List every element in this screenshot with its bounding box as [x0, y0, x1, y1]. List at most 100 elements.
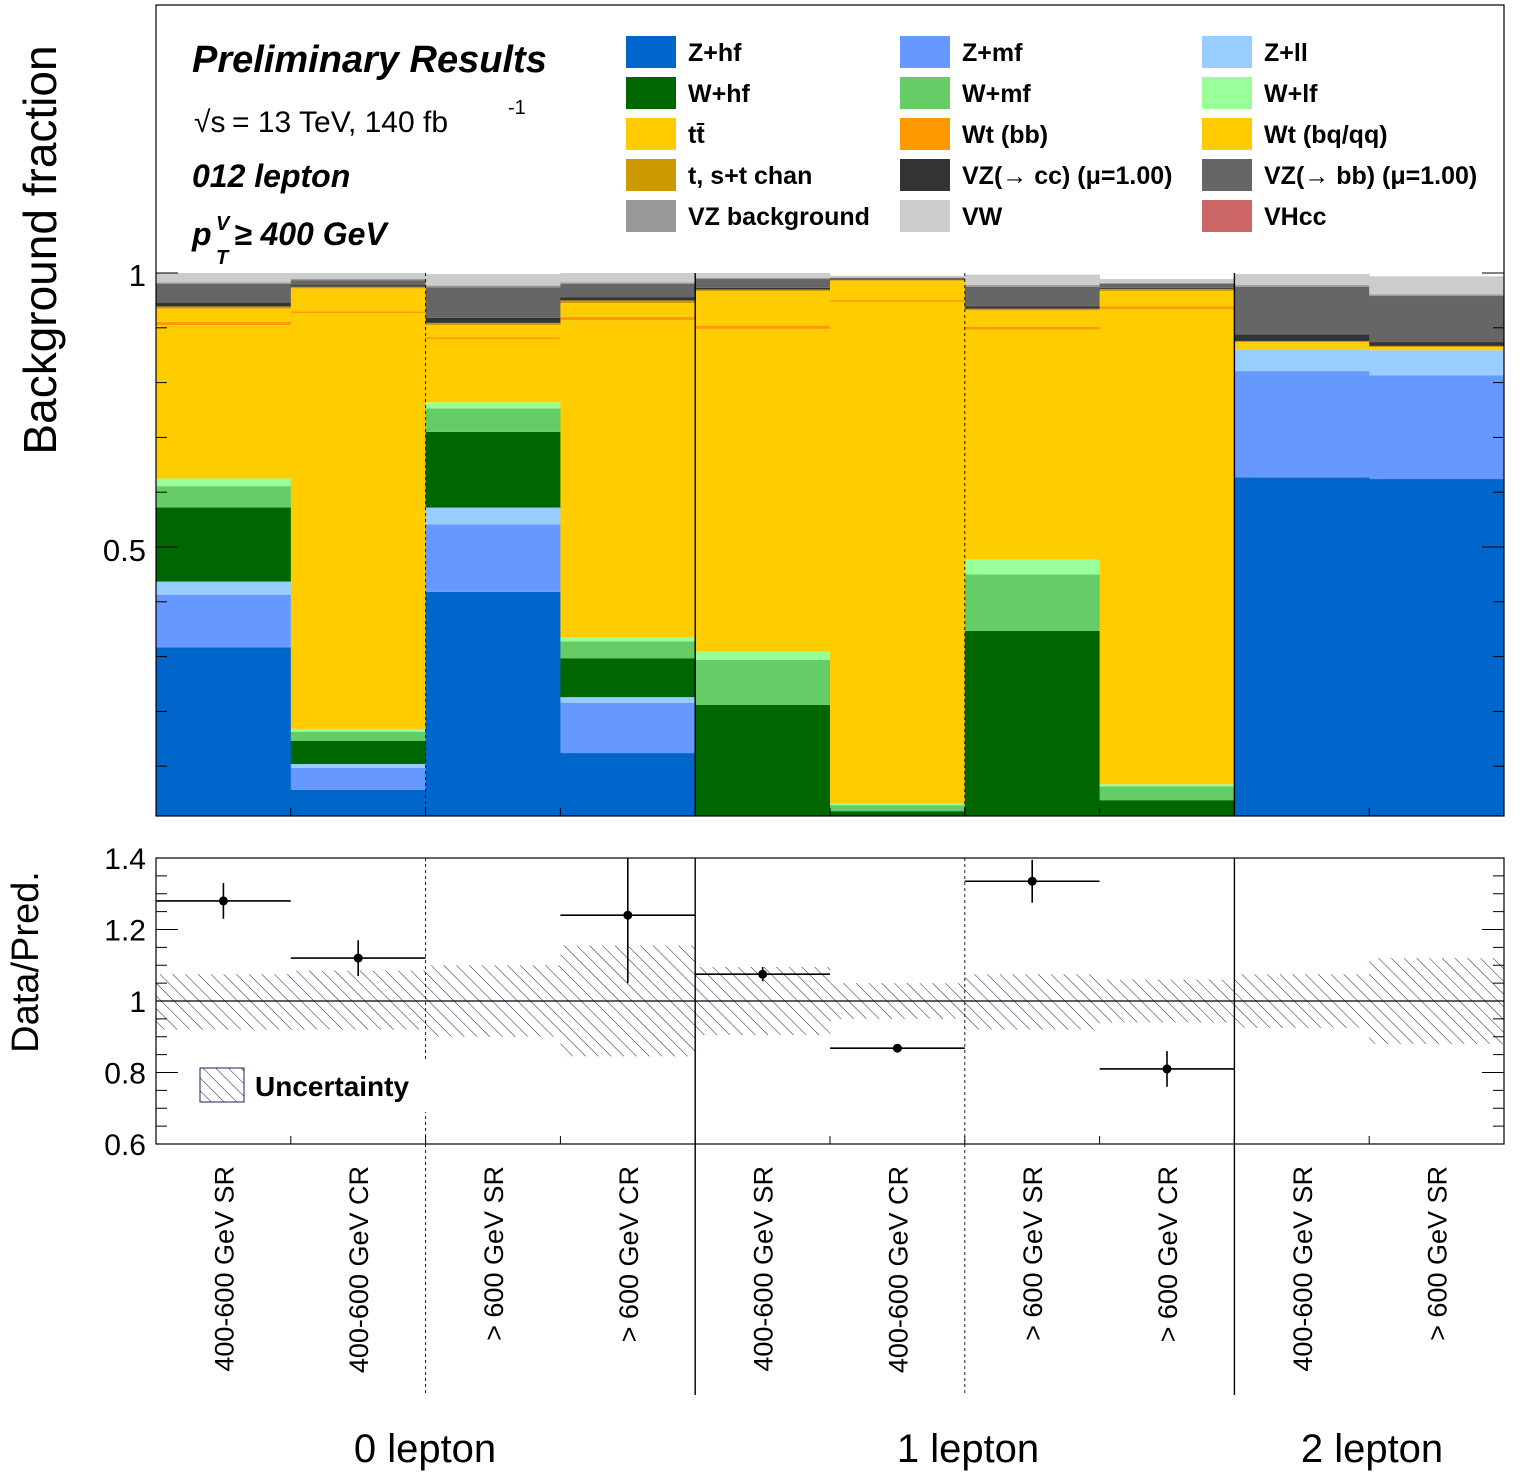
legend-swatch-w-lf: [1202, 77, 1252, 109]
legend-swatch-w-hf: [626, 77, 676, 109]
bar-segment-w-lf-2: [425, 402, 561, 409]
bar-segment-vz-background-7: [1099, 282, 1235, 284]
bar-segment-tt-0: [156, 325, 292, 479]
bar-segment-vz-bb-1-00-3: [560, 283, 696, 298]
bar-segment-z-hf-2: [425, 591, 561, 816]
bar-segment-wt-bb-3: [560, 316, 696, 321]
bar-segment-wt-bq-qq-1: [290, 288, 427, 312]
group-label-2-lepton: 2 lepton: [1301, 1427, 1443, 1471]
uncertainty-legend-swatch: [199, 1067, 245, 1103]
energy-text: = 13 TeV, 140 fb: [232, 106, 448, 139]
bar-segment-vz-bb-1-00-1: [290, 280, 427, 286]
bar-segment-vz-cc-1-00-1: [290, 285, 427, 287]
ratio-point-0: [218, 896, 228, 906]
bar-segment-vz-bb-1-00-8: [1234, 286, 1370, 335]
legend-swatch-t-s-t-chan: [626, 159, 676, 191]
bar-segment-tt-6: [964, 329, 1101, 560]
bar-segment-vz-background-6: [964, 285, 1101, 287]
ptv-label: p V T ≥ 400 GeV: [191, 213, 389, 269]
bar-segment-z-mf-8: [1234, 371, 1370, 478]
ratio-ytick-label-4: 1.4: [104, 843, 146, 876]
x-tick-label-2: > 600 GeV SR: [479, 1166, 509, 1341]
bar-segment-wt-bq-qq-4: [695, 291, 831, 326]
bar-segment-z-hf-9: [1369, 479, 1505, 816]
bar-segment-t-s-t-chan-9: [1369, 345, 1505, 347]
bar-segment-w-mf-4: [695, 659, 831, 705]
bar-segment-z-mf-2: [425, 524, 561, 592]
legend-label-w-hf: W+hf: [688, 80, 750, 108]
bars-layer: [156, 273, 1505, 816]
bar-segment-vw-6: [964, 274, 1101, 286]
x-tick-label-1: 400-600 GeV CR: [344, 1166, 374, 1373]
bar-segment-w-hf-2: [425, 431, 561, 508]
x-tick-label-0: 400-600 GeV SR: [209, 1166, 239, 1372]
x-tick-label-9: > 600 GeV SR: [1423, 1166, 1453, 1341]
x-tick-label-5: 400-600 GeV CR: [883, 1166, 913, 1373]
bar-segment-wt-bq-qq-6: [964, 310, 1101, 327]
bar-segment-vw-7: [1099, 279, 1235, 283]
legend-swatch-wt-bq-qq: [1202, 118, 1252, 150]
bar-segment-z-ll-2: [425, 507, 561, 525]
x-tick-label-6: > 600 GeV SR: [1018, 1166, 1048, 1341]
ptv-sup: V: [216, 213, 231, 235]
bar-segment-z-ll-0: [156, 581, 292, 595]
bar-segment-vw-1: [290, 273, 427, 280]
x-tick-label-7: > 600 GeV CR: [1153, 1166, 1183, 1342]
bar-segment-tt-3: [560, 320, 696, 638]
ratio-point-5: [892, 1043, 902, 1053]
bar-segment-w-mf-1: [290, 731, 427, 741]
bar-segment-wt-bb-6: [964, 326, 1101, 330]
bar-segment-vw-4: [695, 273, 831, 278]
bar-segment-vz-bb-1-00-6: [964, 286, 1101, 307]
bar-segment-tt-4: [695, 328, 831, 652]
bar-segment-vz-background-9: [1369, 294, 1505, 297]
main-ytick-label-1: 1: [129, 258, 146, 293]
bar-segment-vz-cc-1-00-2: [425, 317, 561, 323]
main-y-axis-label: Background fraction: [14, 45, 66, 454]
ratio-point-7: [1162, 1064, 1172, 1074]
bar-segment-t-s-t-chan-7: [1099, 288, 1235, 292]
legend-swatch-z-mf: [900, 36, 950, 68]
bar-segment-z-mf-1: [290, 767, 427, 790]
bar-segment-vz-cc-1-00-4: [695, 287, 831, 290]
legend-swatch-wt-bb: [900, 118, 950, 150]
bar-segment-t-s-t-chan-0: [156, 306, 292, 309]
bar-segment-wt-bb-5: [830, 299, 966, 302]
legend-label-z-hf: Z+hf: [688, 39, 742, 67]
legend-swatch-vz-bb-1-00: [1202, 159, 1252, 191]
bar-segment-vz-background-0: [156, 282, 292, 284]
bar-segment-vw-8: [1234, 274, 1370, 286]
legend-label-vz-bb-1-00: VZ(→ bb) (μ=1.00): [1264, 162, 1477, 190]
bar-segment-z-ll-9: [1369, 350, 1505, 376]
legend-label-vz-background: VZ background: [688, 203, 870, 231]
main-ticks: [155, 272, 1505, 816]
legend: Z+hf Z+mf Z+ll W+hf W+mf W+lf tt̄ Wt (bb) Wt (bq…: [626, 36, 1477, 232]
bar-segment-t-s-t-chan-6: [964, 308, 1101, 311]
legend-label-tt: tt̄: [688, 121, 705, 149]
bar-segment-w-hf-6: [964, 630, 1101, 816]
bar-segment-w-lf-3: [560, 637, 696, 642]
bar-segment-wt-bq-qq-2: [425, 325, 561, 338]
bar-segment-vw-0: [156, 273, 292, 283]
legend-label-wt-bq-qq: Wt (bq/qq): [1264, 121, 1388, 149]
x-tick-labels: 400-600 GeV SR 400-600 GeV CR > 600 GeV SR…: [209, 1166, 1452, 1373]
bar-segment-t-s-t-chan-2: [425, 322, 561, 326]
bar-segment-vw-2: [425, 274, 561, 286]
legend-swatch-tt: [626, 118, 676, 150]
bar-segment-vz-background-4: [695, 277, 831, 280]
x-tick-label-4: 400-600 GeV SR: [749, 1166, 779, 1372]
bar-segment-z-hf-8: [1234, 477, 1370, 816]
ratio-point-1: [353, 953, 363, 963]
bar-segment-vz-cc-1-00-3: [560, 297, 696, 301]
bar-segment-z-ll-8: [1234, 349, 1370, 372]
bar-segment-w-hf-3: [560, 658, 696, 698]
bar-segment-vw-3: [560, 273, 696, 283]
bar-segment-vz-cc-1-00-0: [156, 302, 292, 307]
main-ytick-label-0.5: 0.5: [103, 533, 146, 568]
bar-segment-w-mf-0: [156, 486, 292, 508]
legend-label-t-s-t-chan: t, s+t chan: [688, 162, 812, 190]
legend-label-w-mf: W+mf: [962, 80, 1031, 108]
bar-segment-vz-background-3: [560, 282, 696, 284]
bar-segment-t-s-t-chan-1: [290, 286, 427, 289]
